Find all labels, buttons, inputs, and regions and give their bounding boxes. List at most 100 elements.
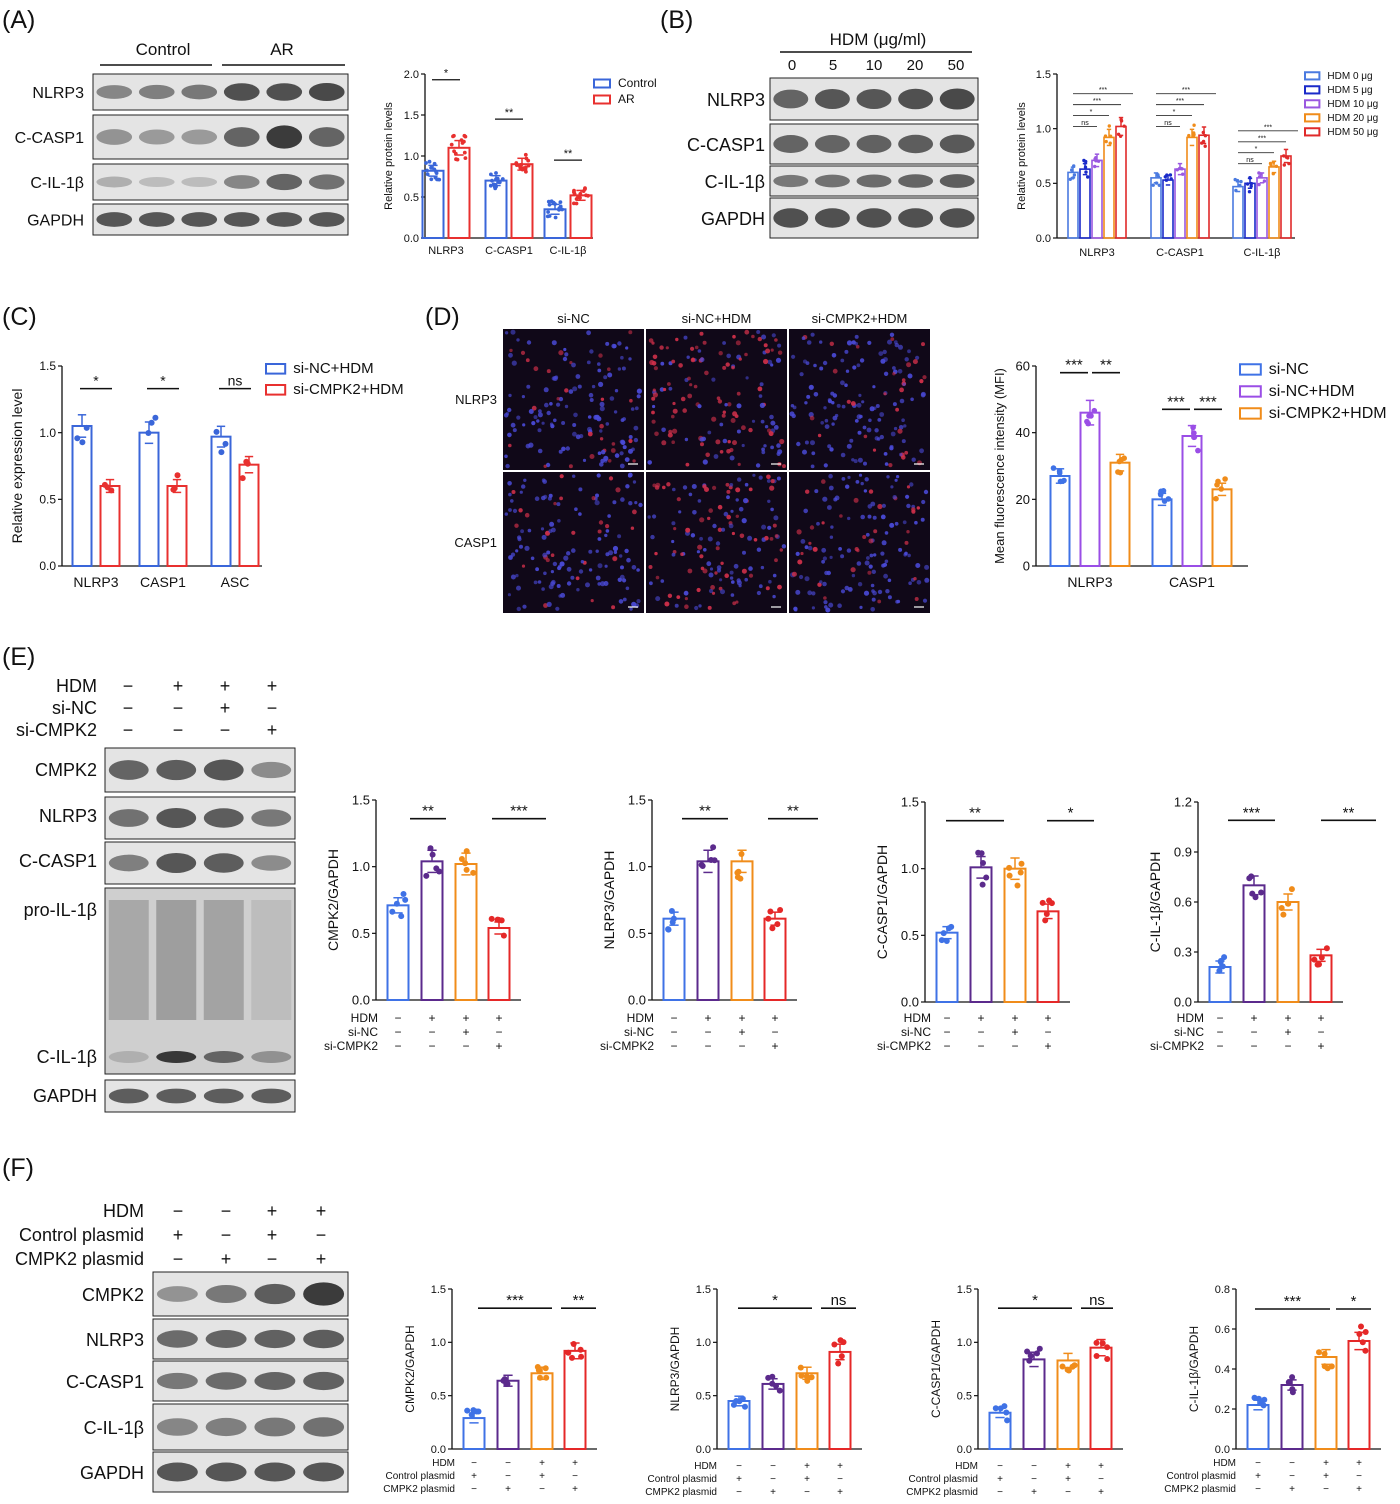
image-col-1: si-NC+HDM [682, 311, 752, 326]
chart-e1-sign: + [495, 1039, 502, 1053]
chart-a-point [553, 202, 557, 206]
blot-b-header: HDM (μg/ml) [830, 30, 927, 49]
chart-f3-sign: − [997, 1487, 1003, 1498]
blot-a-gapdh-band-6 [308, 212, 345, 227]
chart-f2-sign: − [837, 1474, 843, 1485]
chart-e2-point [734, 874, 741, 881]
chart-a-point [494, 171, 498, 175]
chart-f2-sig-0: * [772, 1292, 778, 1309]
blot-f-sign: + [267, 1201, 278, 1221]
chart-e2-bar-0-2 [730, 860, 754, 1001]
chart-f1-ytick-label: 0.5 [431, 1391, 446, 1403]
blot-a-label-2: C-IL-1β [30, 175, 84, 192]
image-col-2: si-CMPK2+HDM [812, 311, 908, 326]
chart-e2-point [777, 907, 784, 913]
chart-e4-point [1316, 961, 1322, 968]
chart-c-legend-label-0: si-NC+HDM [293, 360, 373, 377]
chart-e3-point [946, 925, 952, 932]
chart-f1-ytick-label: 1.5 [431, 1284, 446, 1296]
chart-e4-point [1217, 958, 1224, 965]
chart-e1-point [402, 896, 409, 903]
chart-f1-point [577, 1346, 584, 1353]
chart-b-point [1201, 130, 1206, 135]
chart-e2-bar-0-1 [696, 860, 720, 1001]
chart-e3-cond-1: si-NC [901, 1025, 931, 1039]
blot-b-1-band-3 [856, 134, 892, 154]
chart-c-point [152, 414, 159, 421]
chart-d-point [1118, 457, 1124, 463]
blot-b-3-band-1 [773, 208, 809, 228]
chart-b-point [1086, 175, 1090, 179]
chart-f4-sign: + [1356, 1458, 1362, 1469]
chart-e4-sign: − [1317, 1025, 1324, 1039]
chart-e1-sign: + [462, 1025, 469, 1039]
chart-e2-ytick-label: 0.5 [628, 926, 646, 941]
chart-e3-point [980, 860, 986, 866]
blot-f-0-band-3 [254, 1283, 296, 1305]
chart-e2-bar-0-3 [763, 917, 787, 1002]
chart-d-legend-label-2: si-CMPK2+HDM [1269, 405, 1387, 422]
chart-e2-point [767, 908, 774, 915]
chart-f4-point [1289, 1374, 1296, 1381]
chart-e2-point [738, 851, 745, 857]
chart-e3-sign: + [1044, 1039, 1051, 1053]
chart-f1-point [464, 1407, 471, 1414]
chart-f3-point [1065, 1367, 1072, 1374]
chart-b-bar-0-3 [1103, 136, 1115, 239]
chart-e3-sign: − [977, 1025, 984, 1039]
chart-f2-sig-1: ns [831, 1292, 847, 1309]
chart-e4-point [1318, 954, 1325, 961]
blot-f-3-band-1 [156, 1418, 198, 1436]
chart-a-point [424, 161, 428, 165]
chart-a-point [489, 172, 493, 177]
chart-f4-ylabel: C-IL-1β/GAPDH [1187, 1326, 1201, 1412]
blot-f-2-band-3 [254, 1372, 296, 1390]
chart-e1-point [463, 866, 470, 873]
chart-f2-point [769, 1373, 776, 1380]
chart-a-point [427, 159, 432, 164]
chart-b-legend-swatch-0 [1304, 71, 1321, 81]
chart-a-point [586, 193, 590, 198]
chart-e4-sign: − [1216, 1039, 1223, 1053]
chart-b-point [1071, 176, 1075, 180]
chart-c-ytick-label: 1.5 [39, 359, 56, 373]
chart-f2-point [769, 1380, 776, 1387]
chart-e3-ytick-label: 1.0 [901, 861, 919, 876]
chart-f2-sign: + [837, 1487, 843, 1498]
chart-b-point [1107, 124, 1112, 128]
chart-b-sig: ns [1246, 157, 1254, 164]
chart-f2-point [739, 1395, 746, 1402]
chart-d-point [1191, 434, 1198, 440]
chart-e4-ytick-label: 0.6 [1174, 895, 1192, 910]
chart-e4-bar-0-1 [1242, 884, 1266, 1003]
chart-f1-sign: + [572, 1458, 578, 1469]
chart-f3-sig-0: * [1032, 1292, 1038, 1309]
chart-b-legend-label-0: HDM 0 μg [1327, 71, 1372, 82]
chart-e2-sign: + [771, 1011, 778, 1025]
blot-e-sign: − [220, 720, 231, 740]
chart-f1-ytick-label: 0.0 [431, 1444, 446, 1456]
chart-b-point [1108, 141, 1112, 145]
chart-b-legend-swatch-1 [1304, 85, 1321, 95]
chart-e4-sign: + [1284, 1011, 1291, 1025]
chart-b-bar-0-0 [1067, 171, 1079, 239]
chart-e3-sign: + [1044, 1011, 1051, 1025]
chart-f4-sign: + [1323, 1458, 1329, 1469]
chart-f1-bar-0-3 [563, 1349, 587, 1451]
chart-b-bar-1-3 [1186, 136, 1198, 239]
chart-f1-cond-2: CMPK2 plasmid [383, 1484, 455, 1495]
fluorescence-image [503, 472, 644, 613]
chart-c-point [244, 460, 251, 467]
chart-c-legend-label-1: si-CMPK2+HDM [293, 381, 403, 398]
blot-e-cond-1: si-NC [52, 698, 97, 718]
chart-b-legend-swatch-2 [1304, 99, 1321, 109]
chart-f1-sign: − [505, 1471, 511, 1482]
chart-e1-point [427, 845, 434, 852]
chart-f4-sign: − [1323, 1484, 1329, 1495]
blot-e-cmpk2-band-3 [203, 759, 244, 781]
chart-e3-sig-0: ** [969, 805, 981, 822]
blot-e-label-4: C-IL-1β [37, 1047, 97, 1067]
chart-f1-ylabel: CMPK2/GAPDH [403, 1325, 417, 1412]
chart-a-point [583, 187, 587, 192]
